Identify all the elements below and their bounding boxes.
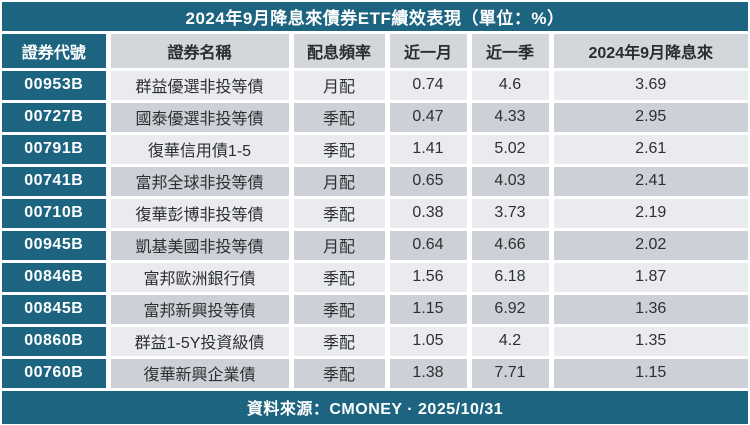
etf-performance-table: 證券代號 證券名稱 配息頻率 近一月 近一季 2024年9月降息來 00953B… bbox=[2, 34, 748, 391]
cell-1quarter-return: 6.92 bbox=[469, 293, 554, 327]
cell-1quarter-return: 5.02 bbox=[469, 133, 554, 167]
cell-security-name: 復華新興企業債 bbox=[108, 357, 294, 391]
cell-dividend-frequency: 季配 bbox=[291, 261, 390, 295]
cell-ticker-code: 00953B bbox=[2, 69, 111, 103]
cell-dividend-frequency: 月配 bbox=[291, 165, 390, 199]
table-row: 00710B 復華彭博非投等債 季配 0.38 3.73 2.19 bbox=[2, 197, 748, 231]
cell-security-name: 凱基美國非投等債 bbox=[108, 229, 294, 263]
cell-since-cut-return: 2.19 bbox=[551, 197, 748, 231]
table-row: 00845B 富邦新興投等債 季配 1.15 6.92 1.36 bbox=[2, 293, 748, 327]
cell-security-name: 復華彭博非投等債 bbox=[108, 197, 294, 231]
cell-dividend-frequency: 月配 bbox=[291, 69, 390, 103]
cell-dividend-frequency: 月配 bbox=[291, 229, 390, 263]
cell-dividend-frequency: 季配 bbox=[291, 101, 390, 135]
table-row: 00846B 富邦歐洲銀行債 季配 1.56 6.18 1.87 bbox=[2, 261, 748, 295]
cell-security-name: 國泰優選非投等債 bbox=[108, 101, 294, 135]
table-row: 00741B 富邦全球非投等債 月配 0.65 4.03 2.41 bbox=[2, 165, 748, 199]
table-row: 00791B 復華信用債1-5 季配 1.41 5.02 2.61 bbox=[2, 133, 748, 167]
cell-security-name: 群益1-5Y投資級債 bbox=[108, 325, 294, 359]
cell-security-name: 群益優選非投等債 bbox=[108, 69, 294, 103]
cell-1month-return: 0.74 bbox=[387, 69, 472, 103]
table-body: 00953B 群益優選非投等債 月配 0.74 4.6 3.69 00727B … bbox=[2, 69, 748, 391]
column-header-frequency: 配息頻率 bbox=[291, 34, 390, 71]
table-header: 證券代號 證券名稱 配息頻率 近一月 近一季 2024年9月降息來 bbox=[2, 34, 748, 71]
cell-security-name: 復華信用債1-5 bbox=[108, 133, 294, 167]
cell-1quarter-return: 3.73 bbox=[469, 197, 554, 231]
cell-ticker-code: 00791B bbox=[2, 133, 111, 167]
column-header-name: 證券名稱 bbox=[108, 34, 294, 71]
cell-since-cut-return: 2.61 bbox=[551, 133, 748, 167]
cell-1month-return: 1.05 bbox=[387, 325, 472, 359]
cell-ticker-code: 00710B bbox=[2, 197, 111, 231]
header-row: 證券代號 證券名稱 配息頻率 近一月 近一季 2024年9月降息來 bbox=[2, 34, 748, 71]
cell-dividend-frequency: 季配 bbox=[291, 357, 390, 391]
cell-since-cut-return: 3.69 bbox=[551, 69, 748, 103]
cell-1quarter-return: 4.66 bbox=[469, 229, 554, 263]
table-row: 00953B 群益優選非投等債 月配 0.74 4.6 3.69 bbox=[2, 69, 748, 103]
cell-ticker-code: 00741B bbox=[2, 165, 111, 199]
cell-1quarter-return: 6.18 bbox=[469, 261, 554, 295]
cell-1quarter-return: 4.03 bbox=[469, 165, 554, 199]
cell-since-cut-return: 1.87 bbox=[551, 261, 748, 295]
cell-security-name: 富邦新興投等債 bbox=[108, 293, 294, 327]
cell-since-cut-return: 2.95 bbox=[551, 101, 748, 135]
cell-1quarter-return: 4.2 bbox=[469, 325, 554, 359]
table-row: 00945B 凱基美國非投等債 月配 0.64 4.66 2.02 bbox=[2, 229, 748, 263]
cell-1month-return: 0.38 bbox=[387, 197, 472, 231]
title-bar: 2024年9月降息來債券ETF績效表現（單位：%） bbox=[2, 2, 748, 31]
page-title: 2024年9月降息來債券ETF績效表現（單位：%） bbox=[185, 9, 565, 28]
column-header-code: 證券代號 bbox=[2, 34, 111, 71]
table-row: 00860B 群益1-5Y投資級債 季配 1.05 4.2 1.35 bbox=[2, 325, 748, 359]
cell-ticker-code: 00845B bbox=[2, 293, 111, 327]
column-header-1quarter: 近一季 bbox=[469, 34, 554, 71]
cell-1month-return: 0.47 bbox=[387, 101, 472, 135]
cell-since-cut-return: 1.15 bbox=[551, 357, 748, 391]
cell-dividend-frequency: 季配 bbox=[291, 197, 390, 231]
column-header-1month: 近一月 bbox=[387, 34, 472, 71]
cell-since-cut-return: 2.02 bbox=[551, 229, 748, 263]
cell-ticker-code: 00945B bbox=[2, 229, 111, 263]
cell-1month-return: 1.38 bbox=[387, 357, 472, 391]
cell-1quarter-return: 7.71 bbox=[469, 357, 554, 391]
cell-security-name: 富邦歐洲銀行債 bbox=[108, 261, 294, 295]
cell-ticker-code: 00727B bbox=[2, 101, 111, 135]
table-row: 00727B 國泰優選非投等債 季配 0.47 4.33 2.95 bbox=[2, 101, 748, 135]
cell-1month-return: 1.56 bbox=[387, 261, 472, 295]
cell-since-cut-return: 1.35 bbox=[551, 325, 748, 359]
source-text: 資料來源：CMONEY · 2025/10/31 bbox=[246, 401, 504, 418]
cell-since-cut-return: 2.41 bbox=[551, 165, 748, 199]
cell-dividend-frequency: 季配 bbox=[291, 133, 390, 167]
cell-1quarter-return: 4.6 bbox=[469, 69, 554, 103]
cell-ticker-code: 00860B bbox=[2, 325, 111, 359]
table-row: 00760B 復華新興企業債 季配 1.38 7.71 1.15 bbox=[2, 357, 748, 391]
source-bar: 資料來源：CMONEY · 2025/10/31 bbox=[2, 390, 748, 424]
cell-dividend-frequency: 季配 bbox=[291, 293, 390, 327]
cell-security-name: 富邦全球非投等債 bbox=[108, 165, 294, 199]
cell-1month-return: 1.15 bbox=[387, 293, 472, 327]
cell-1month-return: 0.65 bbox=[387, 165, 472, 199]
cell-1month-return: 0.64 bbox=[387, 229, 472, 263]
cell-ticker-code: 00846B bbox=[2, 261, 111, 295]
cell-1month-return: 1.41 bbox=[387, 133, 472, 167]
cell-since-cut-return: 1.36 bbox=[551, 293, 748, 327]
cell-dividend-frequency: 季配 bbox=[291, 325, 390, 359]
cell-1quarter-return: 4.33 bbox=[469, 101, 554, 135]
column-header-since-cut: 2024年9月降息來 bbox=[551, 34, 748, 71]
cell-ticker-code: 00760B bbox=[2, 357, 111, 391]
